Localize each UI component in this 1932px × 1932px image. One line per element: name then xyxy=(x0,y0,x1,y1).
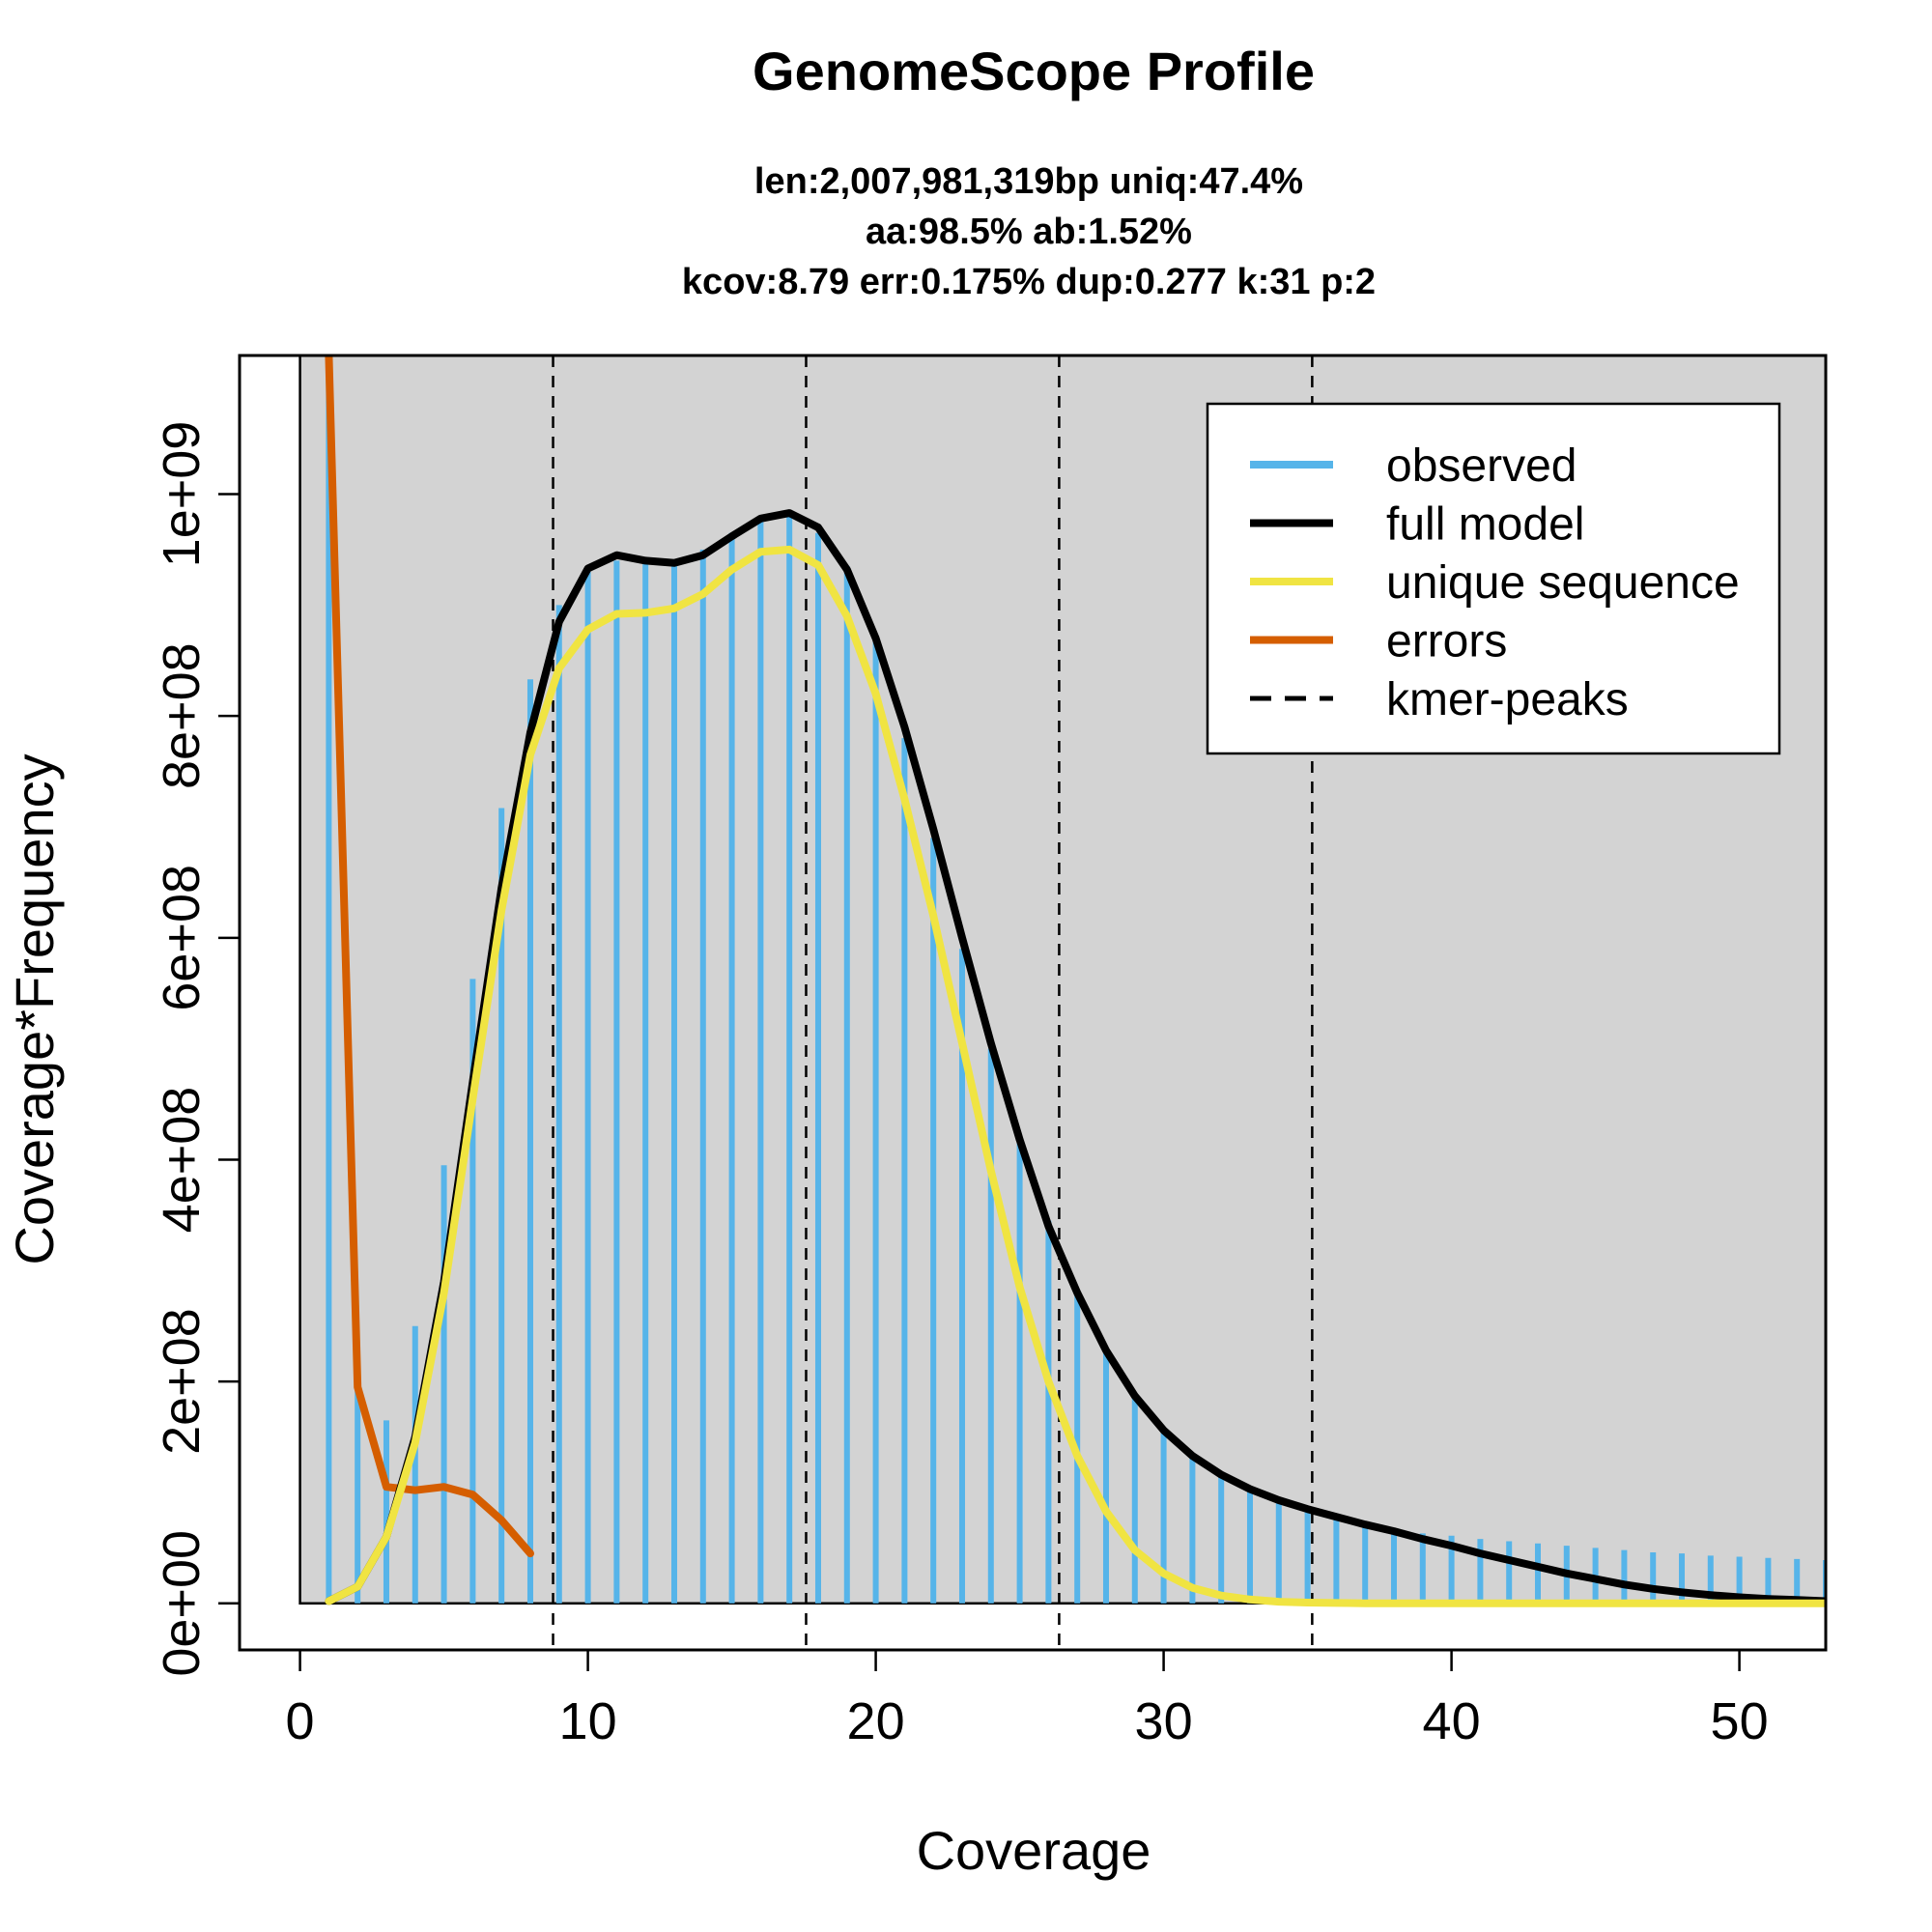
unique-sequence-line xyxy=(325,545,1826,1607)
y-tick-label: 8e+08 xyxy=(153,642,211,789)
chart-subtitle-line-3: kcov:8.79 err:0.175% dup:0.277 k:31 p:2 xyxy=(682,262,1376,302)
y-axis: 0e+00 2e+08 4e+08 6e+08 8e+08 1e+09 xyxy=(153,421,240,1677)
y-tick-label: 1e+09 xyxy=(153,421,211,568)
chart-title: GenomeScope Profile xyxy=(753,41,1315,101)
y-tick-label: 4e+08 xyxy=(153,1087,211,1234)
model-lines xyxy=(325,355,1826,1607)
full-model-line xyxy=(325,509,1826,1605)
x-tick-label: 50 xyxy=(1711,1692,1769,1750)
observed-bars xyxy=(326,355,1826,1604)
y-tick-label: 0e+00 xyxy=(153,1530,211,1677)
plot-frame xyxy=(238,354,1828,1652)
y-axis-label: Coverage*Frequency xyxy=(4,753,65,1264)
legend-label-unique-sequence: unique sequence xyxy=(1386,557,1740,609)
x-axis: 0 10 20 30 40 50 xyxy=(286,1650,1769,1750)
chart-subtitle-line-2: aa:98.5% ab:1.52% xyxy=(866,212,1192,252)
kmer-peak-lines xyxy=(552,355,1314,1650)
x-tick-label: 20 xyxy=(847,1692,905,1750)
legend: observed full model unique sequence errors k… xyxy=(1206,402,1781,755)
y-tick-label: 2e+08 xyxy=(153,1308,211,1455)
y-tick-label: 6e+08 xyxy=(153,865,211,1011)
x-tick-label: 40 xyxy=(1423,1692,1481,1750)
legend-label-full-model: full model xyxy=(1386,499,1584,551)
x-tick-label: 0 xyxy=(286,1692,315,1750)
x-tick-label: 30 xyxy=(1135,1692,1193,1750)
legend-label-observed: observed xyxy=(1386,440,1577,492)
chart-subtitle-line-1: len:2,007,981,319bp uniq:47.4% xyxy=(754,161,1303,202)
x-axis-label: Coverage xyxy=(917,1820,1151,1881)
legend-label-errors: errors xyxy=(1386,616,1507,668)
legend-label-peaks: kmer-peaks xyxy=(1386,674,1629,725)
errors-line xyxy=(325,355,534,1558)
x-tick-label: 10 xyxy=(559,1692,617,1750)
